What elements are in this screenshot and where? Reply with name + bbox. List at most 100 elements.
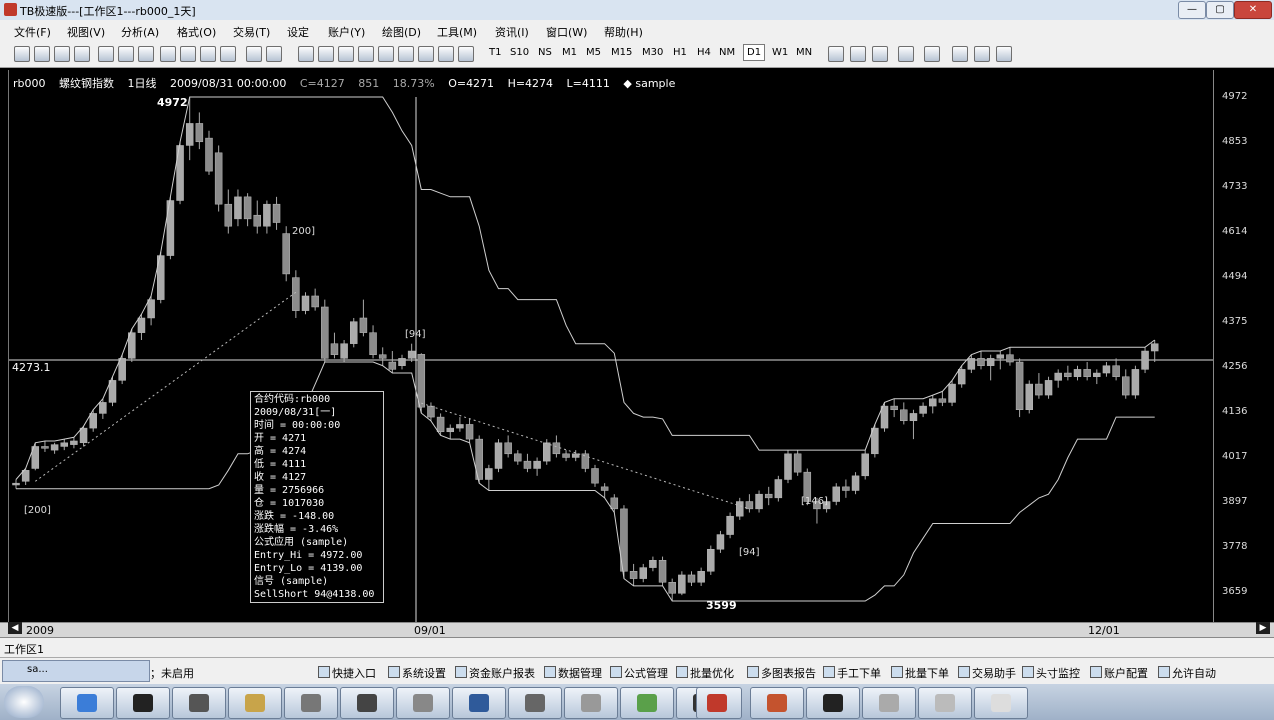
trade-assistant-button[interactable]: 交易助手 (958, 665, 1016, 681)
home-icon[interactable] (924, 46, 940, 62)
tf-d1[interactable]: D1 (743, 44, 766, 61)
zoom-out-icon[interactable] (398, 46, 414, 62)
close-button[interactable]: ✕ (1234, 1, 1272, 19)
alert-icon[interactable] (220, 46, 236, 62)
scroll-left-icon[interactable]: ◀ (8, 622, 22, 634)
save-icon[interactable] (54, 46, 70, 62)
copy-icon[interactable] (180, 46, 196, 62)
price-tick: 4494 (1222, 271, 1248, 282)
quote-icon[interactable] (118, 46, 134, 62)
menu-file[interactable]: 文件(F) (14, 26, 51, 39)
reload-icon[interactable] (872, 46, 888, 62)
info-line: 时间 = 00:00:00 (254, 420, 341, 431)
menu-format[interactable]: 格式(O) (177, 26, 217, 39)
menu-analysis[interactable]: 分析(A) (121, 26, 160, 39)
indicator-label[interactable]: ◆ sample (623, 77, 676, 90)
taskbar-app[interactable] (564, 687, 618, 719)
new-icon[interactable] (14, 46, 30, 62)
minimize-button[interactable]: — (1178, 1, 1206, 19)
period-label: 1日线 (127, 77, 157, 90)
taskbar-app[interactable] (918, 687, 972, 719)
account-icon[interactable] (974, 46, 990, 62)
taskbar-app[interactable] (862, 687, 916, 719)
bar-style-icon[interactable] (318, 46, 334, 62)
candle-body (41, 446, 49, 449)
allow-auto-button[interactable]: 允许自动 (1158, 665, 1216, 681)
tf-mn[interactable]: MN (796, 47, 813, 58)
taskbar-app[interactable] (452, 687, 506, 719)
open-icon[interactable] (34, 46, 50, 62)
menu-view[interactable]: 视图(V) (67, 26, 106, 39)
taskbar-app[interactable] (228, 687, 282, 719)
menu-window[interactable]: 窗口(W) (546, 26, 588, 39)
menu-settings[interactable]: 设定 (287, 26, 309, 39)
taskbar-app[interactable] (60, 687, 114, 719)
taskbar-app[interactable] (620, 687, 674, 719)
taskbar-app[interactable] (340, 687, 394, 719)
menu-tools[interactable]: 工具(M) (437, 26, 478, 39)
taskbar-app[interactable] (696, 687, 742, 719)
print-icon[interactable] (74, 46, 90, 62)
workspace-tab[interactable]: 工作区1 (4, 643, 44, 656)
formula-manage-button[interactable]: 公式管理 (610, 665, 668, 681)
indicator-icon[interactable] (418, 46, 434, 62)
fund-report-button[interactable]: 资金账户报表 (455, 665, 535, 681)
drawing-icon[interactable] (298, 46, 314, 62)
scroll-right-icon[interactable]: ▶ (1256, 622, 1270, 634)
taskbar-app[interactable] (508, 687, 562, 719)
tf-ns[interactable]: NS (538, 47, 552, 58)
tf-w1[interactable]: W1 (772, 47, 789, 58)
refresh-icon[interactable] (850, 46, 866, 62)
tf-h4[interactable]: H4 (697, 47, 711, 58)
quick-entry-button[interactable]: 快捷入口 (318, 665, 376, 681)
line-style-icon[interactable] (358, 46, 374, 62)
system-settings-button[interactable]: 系统设置 (388, 665, 446, 681)
tools-icon[interactable] (898, 46, 914, 62)
horizontal-scrollbar[interactable] (0, 622, 1274, 637)
tf-h1[interactable]: H1 (673, 47, 687, 58)
multi-chart-report-button[interactable]: 多图表报告 (747, 665, 816, 681)
taskbar-app[interactable] (116, 687, 170, 719)
menu-draw[interactable]: 绘图(D) (382, 26, 422, 39)
batch-order-button[interactable]: 批量下单 (891, 665, 949, 681)
monitor-icon[interactable] (996, 46, 1012, 62)
crosshair-icon[interactable] (438, 46, 454, 62)
minimized-window[interactable]: sa... (2, 660, 150, 682)
manual-order-button[interactable]: 手工下单 (823, 665, 881, 681)
grid-icon[interactable] (266, 46, 282, 62)
taskbar-app[interactable] (172, 687, 226, 719)
tf-m5[interactable]: M5 (586, 47, 601, 58)
maximize-button[interactable]: ▢ (1206, 1, 1234, 19)
lock-icon[interactable] (200, 46, 216, 62)
data-icon[interactable] (246, 46, 262, 62)
data-manage-button[interactable]: 数据管理 (544, 665, 602, 681)
menu-account[interactable]: 账户(Y) (328, 26, 366, 39)
taskbar-app[interactable] (806, 687, 860, 719)
cursor-icon[interactable] (458, 46, 474, 62)
tf-t1[interactable]: T1 (489, 47, 502, 58)
menu-trade[interactable]: 交易(T) (233, 26, 271, 39)
account-config-button[interactable]: 账户配置 (1090, 665, 1148, 681)
tf-m30[interactable]: M30 (642, 47, 664, 58)
tf-nm[interactable]: NM (719, 47, 736, 58)
menu-info[interactable]: 资讯(I) (495, 26, 529, 39)
tf-m1[interactable]: M1 (562, 47, 577, 58)
bank-icon[interactable] (952, 46, 968, 62)
taskbar-app[interactable] (974, 687, 1028, 719)
taskbar-app[interactable] (750, 687, 804, 719)
formula-icon[interactable] (138, 46, 154, 62)
position-monitor-button[interactable]: 头寸监控 (1022, 665, 1080, 681)
tf-m15[interactable]: M15 (611, 47, 633, 58)
chart-window-icon[interactable] (98, 46, 114, 62)
tf-s10[interactable]: S10 (510, 47, 530, 58)
menu-help[interactable]: 帮助(H) (604, 26, 643, 39)
zoom-in-icon[interactable] (378, 46, 394, 62)
start-button[interactable] (4, 686, 44, 718)
report-icon[interactable] (160, 46, 176, 62)
candle-style-icon[interactable] (338, 46, 354, 62)
batch-optimize-button[interactable]: 批量优化 (676, 665, 734, 681)
settings-icon[interactable] (828, 46, 844, 62)
taskbar-app[interactable] (284, 687, 338, 719)
taskbar-app[interactable] (396, 687, 450, 719)
